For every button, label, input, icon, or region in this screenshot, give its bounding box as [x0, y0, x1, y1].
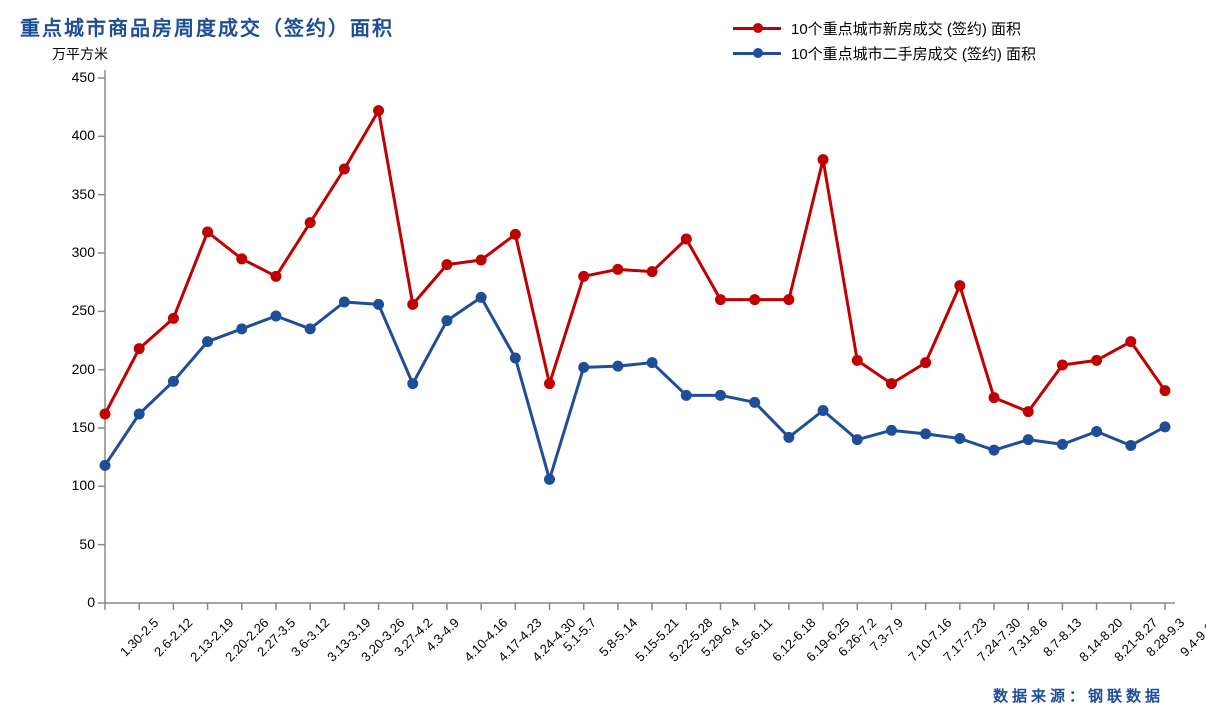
ytick-label: 100: [45, 477, 95, 493]
chart-svg: [0, 0, 1206, 710]
ytick-label: 50: [45, 536, 95, 552]
ytick-label: 300: [45, 244, 95, 260]
ytick-label: 350: [45, 186, 95, 202]
ytick-label: 150: [45, 419, 95, 435]
chart-container: 重点城市商品房周度成交（签约）面积 万平方米 10个重点城市新房成交 (签约) …: [0, 0, 1206, 710]
ytick-label: 400: [45, 127, 95, 143]
ytick-label: 450: [45, 69, 95, 85]
ytick-label: 250: [45, 302, 95, 318]
data-source-label: 数据来源：钢联数据: [993, 685, 1164, 706]
ytick-label: 0: [45, 594, 95, 610]
ytick-label: 200: [45, 361, 95, 377]
